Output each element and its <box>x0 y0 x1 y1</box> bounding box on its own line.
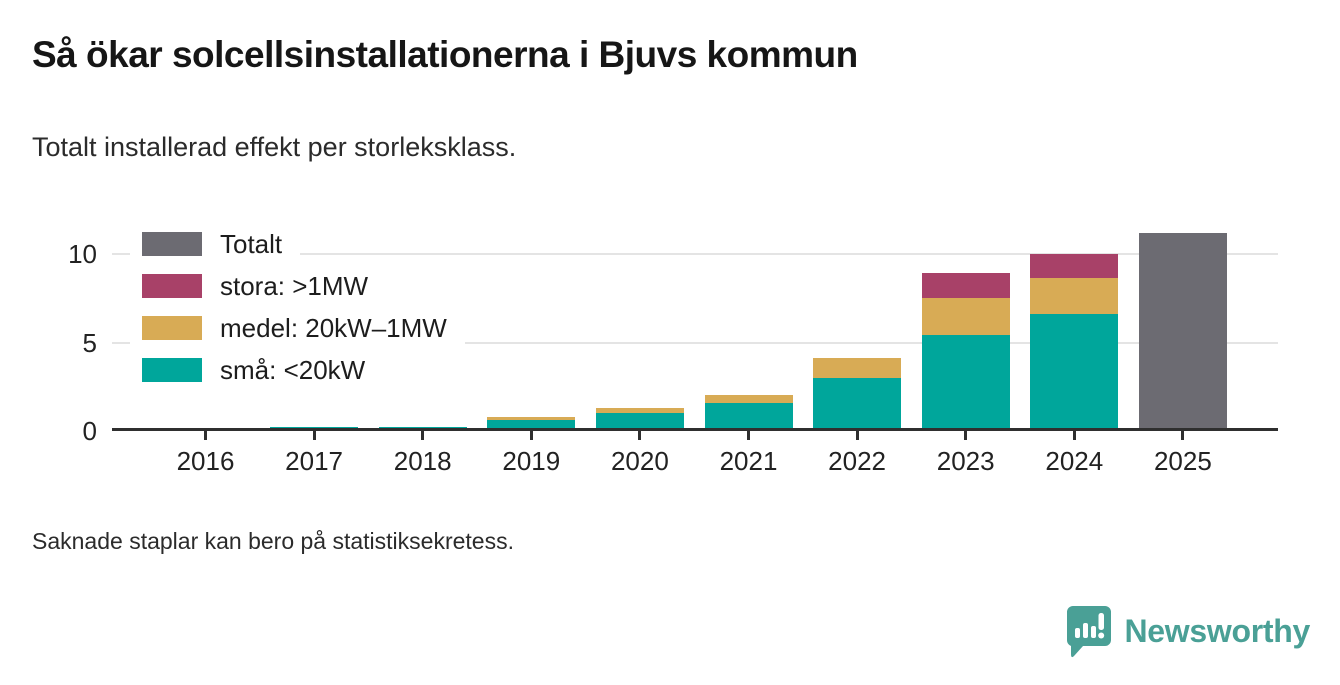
bar-segment <box>813 377 902 431</box>
x-axis-line <box>112 428 1278 431</box>
chart-subtitle: Totalt installerad effekt per storlekskl… <box>32 132 517 162</box>
bar-segment <box>704 402 793 431</box>
x-tick-label: 2018 <box>393 446 452 476</box>
bar-segment <box>921 335 1010 431</box>
bar-segment <box>1030 277 1119 315</box>
x-tick-label: 2019 <box>502 446 561 476</box>
x-tick <box>747 431 750 440</box>
footnote: Saknade staplar kan bero på statistiksek… <box>32 528 514 554</box>
bar-segment <box>487 420 576 431</box>
bar-segment <box>595 413 684 431</box>
legend-item: små: <20kW <box>130 349 384 391</box>
legend-label: små: <20kW <box>220 355 366 385</box>
chart-legend: Totalt stora: >1MW medel: 20kW–1MW små: <20… <box>130 223 465 391</box>
chart-title: Så ökar solcellsinstallationerna i Bjuvs… <box>32 34 858 75</box>
bar-segment <box>595 407 684 414</box>
legend-swatch <box>142 358 202 382</box>
bar-segment <box>813 358 902 378</box>
newsworthy-logo: Newsworthy <box>1065 604 1311 658</box>
bar-segment <box>1138 232 1227 431</box>
x-tick-label: 2022 <box>828 446 887 476</box>
legend-swatch <box>142 316 202 340</box>
x-tick <box>312 431 316 440</box>
legend-swatch <box>142 274 202 298</box>
legend-label: Totalt <box>220 229 283 259</box>
x-tick-label: 2016 <box>176 446 235 476</box>
x-tick <box>855 431 859 440</box>
x-tick <box>421 431 425 440</box>
x-tick-label: 2024 <box>1045 446 1104 476</box>
x-tick <box>1072 431 1076 440</box>
legend-swatch <box>142 232 202 256</box>
x-tick <box>1181 431 1185 440</box>
legend-item: medel: 20kW–1MW <box>130 307 465 349</box>
bar-segment <box>487 416 576 421</box>
bar-segment <box>704 394 793 403</box>
bar-segment <box>1030 314 1119 431</box>
newsworthy-wordmark: Newsworthy <box>1124 612 1311 649</box>
legend-label: stora: >1MW <box>220 271 369 301</box>
bar-segment <box>921 273 1010 299</box>
x-tick <box>638 431 642 440</box>
legend-item: Totalt <box>130 223 301 265</box>
legend-label: medel: 20kW–1MW <box>220 313 447 343</box>
x-tick-label: 2021 <box>719 446 778 476</box>
legend-item: stora: >1MW <box>130 265 387 307</box>
gridline-y5 <box>112 341 1278 344</box>
gridline-y10 <box>112 253 1278 255</box>
y-tick-label: 5 <box>82 327 97 358</box>
y-tick-label: 0 <box>82 416 97 446</box>
bar-segment <box>1030 254 1119 278</box>
y-tick-label: 10 <box>68 239 97 269</box>
x-tick-label: 2025 <box>1153 446 1212 476</box>
x-tick-label: 2020 <box>610 446 669 476</box>
newsworthy-logo-icon <box>1066 606 1111 658</box>
x-tick <box>204 431 207 440</box>
x-tick-label: 2017 <box>285 446 344 476</box>
x-tick <box>529 431 533 440</box>
x-tick <box>964 431 968 440</box>
x-tick-label: 2023 <box>936 446 995 476</box>
bar-segment <box>921 298 1010 336</box>
